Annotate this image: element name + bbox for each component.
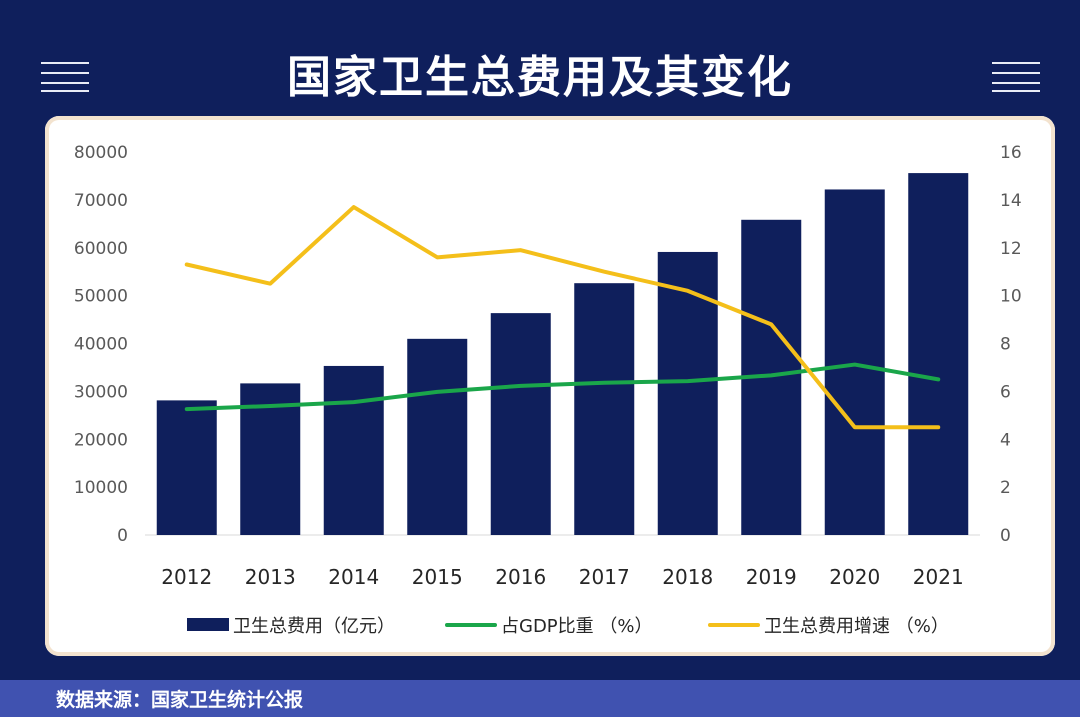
menu-right-icon[interactable] xyxy=(992,62,1040,92)
x-tick-label: 2020 xyxy=(829,565,880,589)
y-right-tick-label: 16 xyxy=(1000,143,1022,163)
y-right-tick-label: 12 xyxy=(1000,239,1022,259)
chart-panel: 0 10000 20000 30000 40000 50000 60000 70000 8000… xyxy=(45,116,1055,656)
legend-gdp-share-label: 占GDP比重 （%） xyxy=(501,616,653,637)
y-left-tick-label: 20000 xyxy=(74,430,128,450)
x-tick-label: 2018 xyxy=(662,565,713,589)
y-right-tick-label: 6 xyxy=(1000,382,1011,402)
x-tick-label: 2013 xyxy=(245,565,296,589)
x-tick-label: 2021 xyxy=(913,565,964,589)
legend-swatch-bar xyxy=(187,618,229,631)
series-line-gdp-share xyxy=(184,362,941,412)
y-left-tick-label: 10000 xyxy=(74,478,128,498)
series-line-growth xyxy=(184,205,941,430)
header: 国家卫生总费用及其变化 xyxy=(0,0,1080,115)
x-tick-label: 2012 xyxy=(161,565,212,589)
x-tick-label: 2017 xyxy=(579,565,630,589)
y-left-tick-label: 60000 xyxy=(74,239,128,259)
y-left-tick-label: 40000 xyxy=(74,335,128,355)
legend-bar-label: 卫生总费用（亿元） xyxy=(233,616,395,637)
bar xyxy=(407,338,468,535)
footer-bar xyxy=(0,680,1080,717)
bar xyxy=(824,189,885,535)
y-left-tick-label: 70000 xyxy=(74,191,128,211)
y-right-tick-label: 2 xyxy=(1000,478,1011,498)
x-tick-label: 2016 xyxy=(495,565,546,589)
x-tick-label: 2015 xyxy=(412,565,463,589)
bar xyxy=(156,400,217,535)
y-left-tick-label: 0 xyxy=(117,526,128,546)
x-tick-label: 2014 xyxy=(328,565,379,589)
bar xyxy=(574,283,635,535)
chart: 0 10000 20000 30000 40000 50000 60000 70000 8000… xyxy=(74,143,1022,637)
y-right-tick-label: 10 xyxy=(1000,287,1022,307)
x-tick-label: 2019 xyxy=(746,565,797,589)
bar xyxy=(490,313,551,535)
data-source: 数据来源：国家卫生统计公报 xyxy=(56,689,304,711)
y-left-tick-label: 30000 xyxy=(74,382,128,402)
bar xyxy=(323,365,384,535)
page-title: 国家卫生总费用及其变化 xyxy=(287,52,793,103)
bar xyxy=(908,173,969,535)
y-left-tick-label: 80000 xyxy=(74,143,128,163)
y-right-tick-label: 8 xyxy=(1000,335,1011,355)
y-right-tick-label: 4 xyxy=(1000,430,1011,450)
y-left-tick-label: 50000 xyxy=(74,287,128,307)
y-right-tick-label: 0 xyxy=(1000,526,1011,546)
y-right-tick-label: 14 xyxy=(1000,191,1022,211)
menu-left-icon[interactable] xyxy=(41,62,89,92)
legend-growth-label: 卫生总费用增速 （%） xyxy=(764,616,949,637)
bar xyxy=(657,251,718,535)
